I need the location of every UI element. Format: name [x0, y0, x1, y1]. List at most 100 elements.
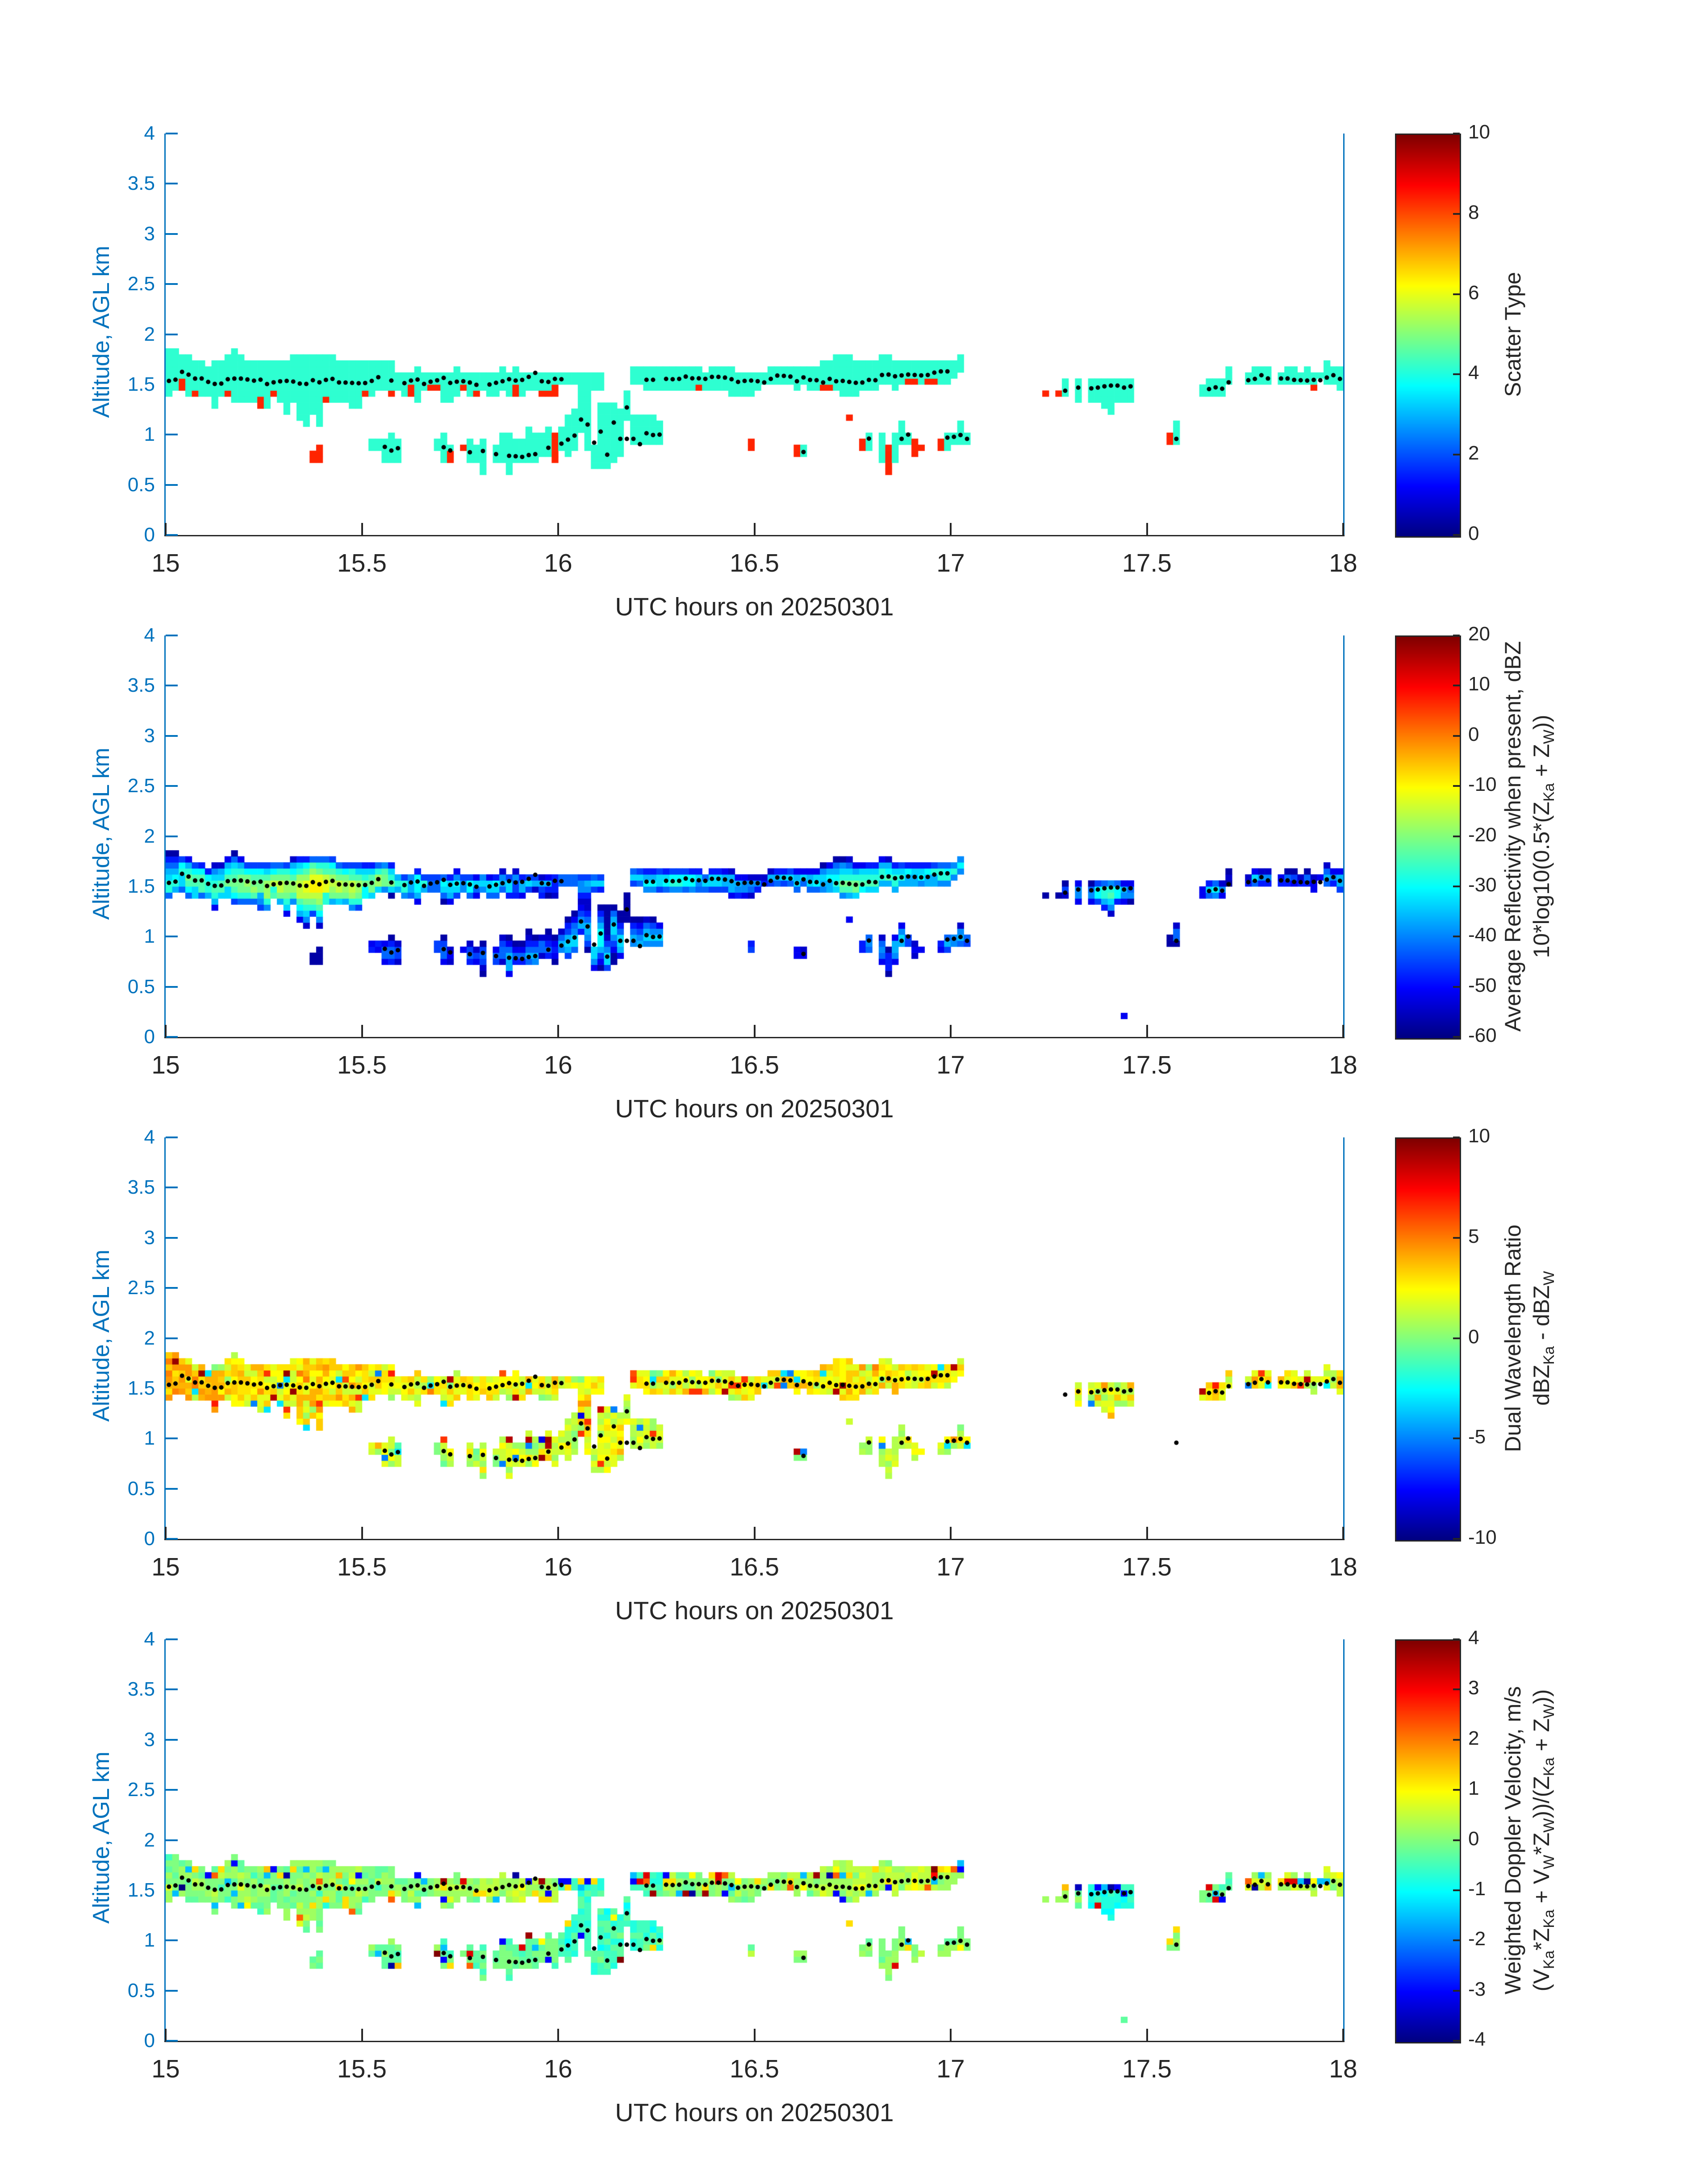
colorbar-tick-label: 1	[1468, 1777, 1479, 1800]
y-axis-right-spine	[1343, 1639, 1345, 2041]
y-axis-left-spine	[164, 1639, 166, 2041]
x-tick-label: 15.5	[337, 1553, 387, 1581]
y-axis-right-spine	[1343, 1137, 1345, 1539]
colorbar-tick	[1453, 1789, 1460, 1791]
colorbar-tick-label: -4	[1468, 2028, 1486, 2050]
y-tick-label: 3	[144, 724, 155, 747]
colorbar-tick-label: 0	[1468, 1325, 1479, 1348]
y-tick-label: 2.5	[127, 1779, 155, 1801]
x-tick-label: 16	[544, 2055, 572, 2083]
subscript: Ka	[1541, 783, 1558, 802]
colorbar-tick	[1453, 1839, 1460, 1841]
x-tick-label: 16.5	[730, 2055, 779, 2083]
label-text: - dBZ	[1529, 1285, 1554, 1346]
y-tick-label: 3.5	[127, 674, 155, 697]
y-tick-label: 1.5	[127, 1377, 155, 1399]
y-tick	[166, 2040, 178, 2042]
x-tick-label: 16	[544, 1553, 572, 1581]
colorbar-tick	[1453, 1538, 1460, 1540]
x-axis-bottom-spine	[164, 1539, 1345, 1540]
y-tick-label: 0.5	[127, 473, 155, 496]
colorbar-canvas-dual-wavelength-ratio	[1395, 1137, 1461, 1542]
x-tick-label: 17.5	[1122, 1553, 1172, 1581]
x-tick-label: 15.5	[337, 2055, 387, 2083]
colorbar-label-average-reflectivity: Average Reflectivity when present, dBZ 10…	[1499, 568, 1561, 1104]
x-tick-label: 18	[1329, 1051, 1357, 1079]
colorbar-tick-label: 0	[1468, 1827, 1479, 1850]
x-tick-label: 17	[936, 1051, 965, 1079]
subscript: W	[1541, 1270, 1558, 1285]
heatmap-canvas-dual-wavelength-ratio	[166, 1137, 1343, 1539]
x-tick-label: 16.5	[730, 1553, 779, 1581]
x-tick-label: 15.5	[337, 549, 387, 577]
x-axis-label: UTC hours on 20250301	[615, 1095, 894, 1123]
colorbar-label-weighted-doppler-velocity: Weighted Doppler Velocity, m/s (VKa*ZKa +…	[1499, 1572, 1561, 2108]
x-tick-label: 15	[151, 1051, 180, 1079]
colorbar-tick	[1453, 986, 1460, 988]
colorbar-tick	[1453, 1989, 1460, 1992]
label-text: Weighted Doppler Velocity, m/s	[1500, 1686, 1525, 1994]
y-tick-label: 2.5	[127, 273, 155, 295]
x-tick	[1342, 2029, 1344, 2041]
subscript: Ka	[1541, 1950, 1558, 1969]
y-tick-label: 2.5	[127, 775, 155, 797]
colorbar-label-line: 10*log10(0.5*(ZKa + ZW))	[1527, 568, 1563, 1104]
colorbar-tick-label: -20	[1468, 823, 1497, 846]
colorbar-tick-label: -2	[1468, 1928, 1486, 1950]
colorbar-label-scatter-type: Scatter Type	[1499, 67, 1561, 602]
y-tick-label: 2	[144, 825, 155, 847]
heatmap-canvas-weighted-doppler-velocity	[166, 1639, 1343, 2041]
colorbar-canvas-weighted-doppler-velocity	[1395, 1639, 1461, 2043]
label-text: *Z	[1529, 1928, 1554, 1951]
colorbar-tick-label: 0	[1468, 522, 1479, 544]
colorbar-tick	[1453, 1638, 1460, 1640]
label-text: Scatter Type	[1500, 272, 1525, 397]
colorbar-tick	[1453, 133, 1460, 134]
label-text: Average Reflectivity when present, dBZ	[1500, 641, 1525, 1032]
colorbar-tick-label: 8	[1468, 201, 1479, 223]
y-axis-right-spine	[1343, 134, 1345, 535]
colorbar-label-line: Weighted Doppler Velocity, m/s	[1499, 1572, 1527, 2108]
heatmap-canvas-scatter-type	[166, 134, 1343, 535]
x-tick	[1342, 1025, 1344, 1037]
x-tick-label: 18	[1329, 1553, 1357, 1581]
colorbar-tick	[1453, 1237, 1460, 1239]
colorbar-label-line: (VKa*ZKa + VW*ZW))/(ZKa + ZW))	[1527, 1572, 1563, 2108]
colorbar-tick	[1453, 1688, 1460, 1691]
x-tick-label: 16	[544, 1051, 572, 1079]
y-axis-left-spine	[164, 134, 166, 535]
colorbar-tick	[1453, 936, 1460, 938]
y-tick-label: 0.5	[127, 1477, 155, 1500]
colorbar-tick	[1453, 373, 1460, 376]
y-tick-label: 2.5	[127, 1277, 155, 1299]
y-tick-label: 2	[144, 1327, 155, 1349]
y-tick-label: 0	[144, 1026, 155, 1048]
colorbar-tick	[1453, 1437, 1460, 1440]
x-axis-bottom-spine	[164, 2041, 1345, 2042]
colorbar-tick	[1453, 1738, 1460, 1741]
y-tick-label: 3.5	[127, 1176, 155, 1199]
x-axis-label: UTC hours on 20250301	[615, 593, 894, 621]
y-tick-label: 4	[144, 1628, 155, 1650]
y-tick-label: 4	[144, 1126, 155, 1148]
label-text: + V	[1529, 1869, 1554, 1910]
x-tick-label: 18	[1329, 2055, 1357, 2083]
y-tick-label: 0.5	[127, 975, 155, 998]
x-tick	[1342, 523, 1344, 535]
x-tick-label: 18	[1329, 549, 1357, 577]
colorbar-label-dual-wavelength-ratio: Dual Wavelength Ratio dBZKa - dBZW	[1499, 1070, 1561, 1606]
subscript: W	[1541, 1818, 1558, 1833]
subscript: W	[1541, 1704, 1558, 1718]
x-tick-label: 15.5	[337, 1051, 387, 1079]
y-tick-label: 3.5	[127, 1678, 155, 1701]
y-tick-label: 0	[144, 2030, 155, 2052]
colorbar-tick-label: 0	[1468, 723, 1479, 745]
colorbar-label-line: Dual Wavelength Ratio	[1499, 1070, 1527, 1606]
colorbar-tick-label: -10	[1468, 1526, 1497, 1548]
x-tick	[1342, 1527, 1344, 1539]
y-tick-label: 4	[144, 624, 155, 646]
colorbar-label-line: dBZKa - dBZW	[1527, 1070, 1563, 1606]
y-tick-label: 0.5	[127, 1979, 155, 2002]
subscript: Ka	[1541, 1757, 1558, 1776]
